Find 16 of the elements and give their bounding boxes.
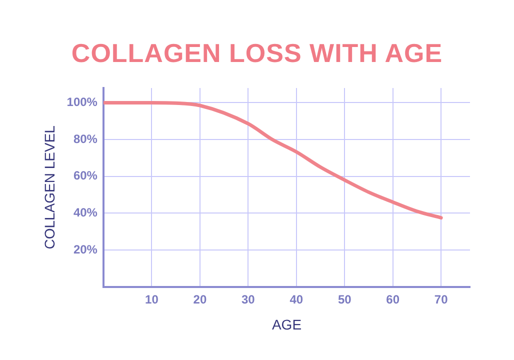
y-tick-label: 20% (73, 242, 98, 256)
y-tick-label: 100% (66, 95, 98, 110)
y-tick-label: 40% (73, 205, 98, 220)
y-axis-title: COLLAGEN LEVEL (41, 125, 58, 250)
x-tick-label: 30 (241, 292, 256, 306)
chart-title: COLLAGEN LOSS WITH AGE (70, 38, 444, 69)
x-tick-label: 50 (338, 292, 352, 306)
x-tick-label: 70 (434, 292, 448, 306)
y-tick-label: 80% (73, 132, 98, 146)
x-tick-label: 10 (145, 292, 159, 306)
x-tick-label: 40 (290, 292, 304, 306)
line-series (103, 100, 443, 220)
x-tick-label: 20 (193, 292, 207, 306)
y-tick-label: 60% (73, 168, 98, 183)
x-axis-title: AGE (272, 316, 302, 332)
x-tick-label: 60 (386, 292, 400, 306)
